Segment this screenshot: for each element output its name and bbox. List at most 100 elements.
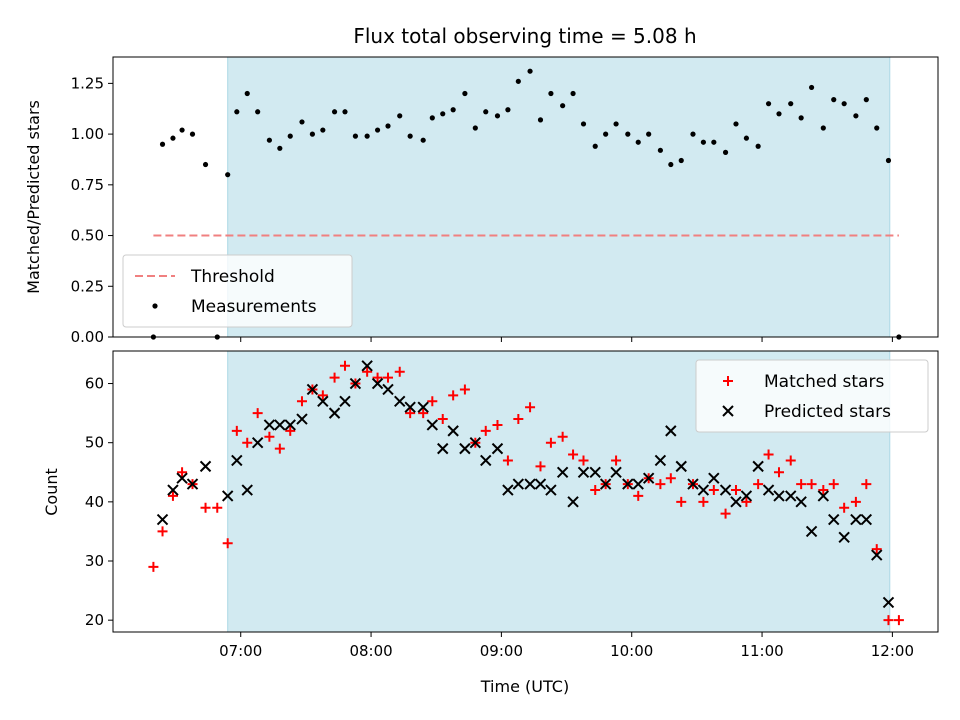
matched-star-point <box>513 414 524 425</box>
predicted-star-point <box>871 549 883 561</box>
x-tick-label: 07:00 <box>219 642 262 660</box>
axes-frame <box>112 56 939 338</box>
x-tick-label: 11:00 <box>740 642 783 660</box>
measurement-point <box>885 157 892 164</box>
predicted-star-point <box>491 442 504 455</box>
predicted-star-point <box>752 460 764 473</box>
matched-star-point <box>502 455 513 466</box>
measurement-point <box>352 133 359 139</box>
predicted-star-point <box>610 466 622 478</box>
bottom-y-axis-label: Count <box>42 468 61 516</box>
matched-star-point <box>839 502 850 513</box>
measurement-point <box>548 90 554 97</box>
y-tick-label: 0.75 <box>71 176 104 194</box>
predicted-star-point <box>447 425 459 437</box>
predicted-star-point <box>556 466 569 478</box>
matched-star-point <box>557 431 568 442</box>
measurement-point <box>320 127 326 133</box>
predicted-star-point <box>545 484 557 496</box>
measurement-point <box>853 113 859 119</box>
measurement-point <box>678 157 684 164</box>
matched-star-point <box>611 455 622 466</box>
measurement-point <box>407 133 413 139</box>
chart-title: Flux total observing time = 5.08 h <box>353 24 696 48</box>
predicted-star-point <box>176 472 188 484</box>
matched-star-point <box>773 467 784 478</box>
measurement-point <box>505 107 511 113</box>
measurement-point <box>515 78 521 84</box>
measurement-point <box>483 109 489 115</box>
predicted-star-point <box>251 436 264 449</box>
predicted-star-point <box>719 484 732 496</box>
measurement-point <box>765 101 772 107</box>
matched-star-point <box>383 372 393 383</box>
measurement-point <box>613 121 619 127</box>
predicted-star-point <box>349 377 362 390</box>
legend-label: Predicted stars <box>764 402 891 422</box>
measurement-point <box>646 131 652 137</box>
matched-star-point <box>806 479 817 490</box>
matched-star-point <box>285 425 296 436</box>
matched-star-point <box>148 561 159 572</box>
legend: Matched stars Predicted stars <box>695 359 929 433</box>
predicted-star-point <box>231 454 243 467</box>
measurement-point <box>635 139 641 145</box>
matched-star-point <box>418 408 429 419</box>
predicted-star-point <box>512 478 525 490</box>
measurement-point <box>722 149 729 155</box>
predicted-star-point <box>296 413 308 425</box>
matched-star-point <box>264 431 275 442</box>
x-tick-label: 09:00 <box>480 642 523 660</box>
matched-star-point <box>296 396 307 407</box>
predicted-star-point <box>371 377 384 390</box>
predicted-star-point <box>665 425 677 437</box>
y-tick-label: 0.25 <box>71 277 104 295</box>
measurement-point <box>331 109 338 115</box>
matched-star-point <box>405 408 416 419</box>
predicted-star-point <box>882 596 895 609</box>
predicted-star-point <box>469 436 482 449</box>
measurement-point <box>668 161 674 168</box>
matched-star-point <box>157 526 168 537</box>
matched-star-point <box>730 485 741 496</box>
y-tick-label: 30 <box>85 552 104 570</box>
measurement-point <box>450 107 456 113</box>
measurement-point <box>397 113 403 119</box>
predicted-star-point <box>589 466 601 478</box>
measurement-point <box>309 131 316 137</box>
measurement-point <box>841 101 847 107</box>
measurement-point <box>225 172 231 178</box>
matched-star-point <box>177 467 188 478</box>
predicted-star-point <box>459 442 471 455</box>
matched-star-point <box>850 496 861 507</box>
matched-star-point <box>861 479 872 490</box>
predicted-star-point <box>577 466 590 478</box>
measurement-point <box>342 109 348 115</box>
matched-star-point <box>893 615 904 626</box>
matched-star-point <box>200 502 211 513</box>
matched-star-point <box>372 372 383 383</box>
measurement-point <box>472 125 478 131</box>
matched-star-point <box>796 479 807 490</box>
matched-star-point <box>274 443 285 454</box>
predicted-star-point <box>599 478 612 490</box>
predicted-star-point <box>404 401 416 413</box>
matched-star-point <box>708 485 719 496</box>
matched-star-point <box>753 479 764 490</box>
predicted-star-point <box>480 454 492 467</box>
measurement-point <box>364 133 370 139</box>
measurement-point <box>625 131 631 137</box>
matched-star-point <box>459 384 470 395</box>
measurement-point <box>570 90 576 97</box>
measurement-point <box>420 137 426 143</box>
y-tick-label: 20 <box>85 611 104 629</box>
measurement-point <box>462 90 468 97</box>
measurement-point <box>820 125 826 131</box>
measurement-point <box>287 133 293 139</box>
matched-star-point <box>480 425 491 436</box>
predicted-star-point <box>708 472 720 484</box>
predicted-star-point <box>795 496 807 508</box>
predicted-star-point <box>502 484 514 496</box>
predicted-star-point <box>417 401 429 413</box>
